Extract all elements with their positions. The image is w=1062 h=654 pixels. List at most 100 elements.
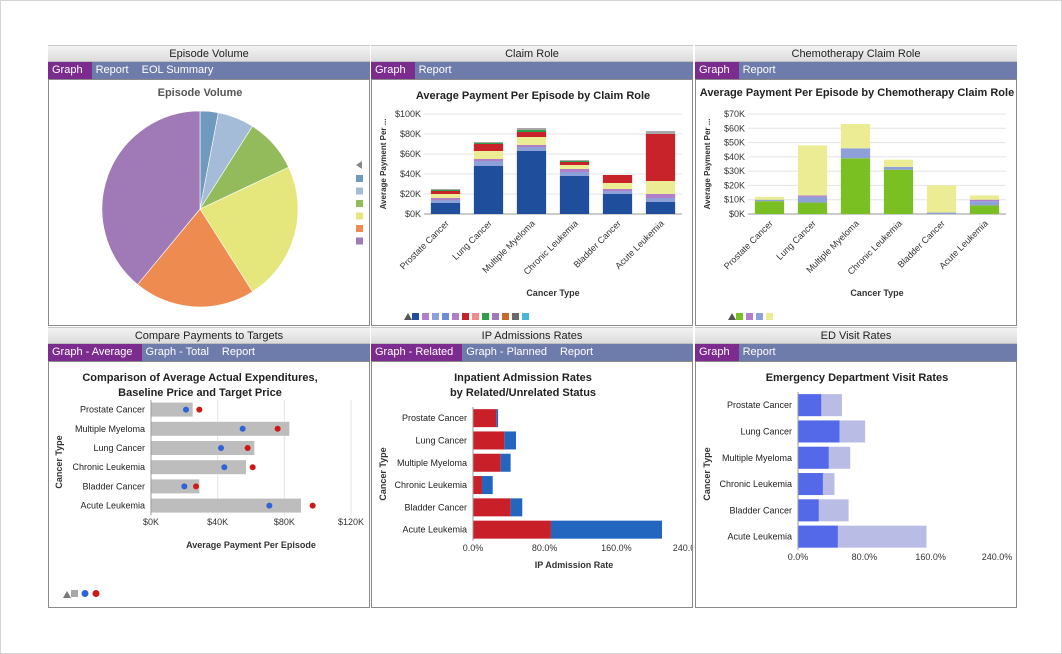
tab-report[interactable]: Report [221,346,255,358]
baseline-point [218,445,224,451]
legend-swatch [502,313,509,320]
legend-swatch [356,225,363,232]
bar-segment [969,201,1000,206]
y-tick-label: Prostate Cancer [402,413,467,423]
bar-segment [840,124,871,149]
y-tick-label: $30K [724,166,745,176]
bar-segment [516,137,547,145]
pie-slice [199,166,299,293]
bar-segment [516,130,547,132]
chart-area: Average Payment Per Episode by Chemother… [695,79,1017,326]
chemo-claim-role-panel: Chemotherapy Claim Role Graph Report Aver… [695,45,1017,327]
y-axis-label: Average Payment Per ... [703,119,712,210]
target-point [244,445,251,451]
y-tick-label: $10K [724,195,745,205]
bar-segment [473,453,501,472]
panel-header: Chemotherapy Claim Role [695,45,1017,62]
tab-report[interactable]: Report [95,64,129,76]
pie-chart: Episode Volume [101,87,363,308]
legend-swatch [746,313,753,320]
tab-report[interactable]: Report [559,346,594,358]
y-tick-label: $80K [400,129,421,139]
x-axis-label: Average Payment Per Episode [186,540,316,550]
tab-graph[interactable]: Graph [695,344,739,361]
bar-segment [516,145,547,147]
y-tick-label: Multiple Myeloma [722,453,792,463]
tab-graph-average[interactable]: Graph - Average [48,344,142,361]
legend-swatch [412,313,419,320]
y-tick-label: Chronic Leukemia [72,462,145,472]
bar-segment [496,409,499,428]
bar-segment [430,191,461,194]
chart-title: Average Payment Per Episode by Chemother… [700,87,1014,99]
tab-graph[interactable]: Graph [48,62,92,79]
x-tick-label: Lung Cancer [774,218,818,262]
y-tick-label: $40K [400,169,421,179]
bar-segment [516,128,547,130]
x-tick-label: 160.0% [601,543,632,553]
hbar-chart: Emergency Department Visit Rates 0.0% 80.0… [702,372,1012,562]
bar-segment [926,185,957,213]
tab-graph-total[interactable]: Graph - Total [145,346,209,358]
bar-segment [883,159,914,167]
tab-eol-summary[interactable]: EOL Summary [141,64,214,76]
chart-title: Comparison of Average Actual Expenditure… [82,372,317,384]
y-tick-label: $60K [724,123,745,133]
bar-segment [754,199,785,202]
panel-tabs: Graph - Average Graph - Total Report [48,344,370,361]
bar-segment [473,151,504,159]
legend-arrow-icon [728,313,736,320]
bar-segment [602,189,633,191]
tab-graph[interactable]: Graph [371,62,415,79]
legend-swatch [766,313,773,320]
panel-tabs: Graph Report [695,62,1017,79]
bar-segment [473,142,504,143]
y-tick-label: $20K [724,180,745,190]
y-tick-label: $60K [400,149,421,159]
tab-report[interactable]: Report [742,64,776,76]
tab-report[interactable]: Report [418,64,452,76]
bar [151,421,290,436]
bar-segment [550,520,663,539]
x-tick-label: $40K [207,517,228,527]
baseline-point [239,425,246,432]
target-point [309,502,316,509]
y-tick-label: Chronic Leukemia [394,480,467,490]
y-tick-label: Bladder Cancer [404,502,467,512]
panel-header: Episode Volume [48,45,370,62]
tab-graph-related[interactable]: Graph - Related [371,344,463,361]
tab-graph-planned[interactable]: Graph - Planned [466,346,547,358]
bar-segment [883,166,914,170]
stacked-bar-chart: Average Payment Per Episode by Chemother… [700,87,1014,320]
x-tick-label: $80K [274,517,295,527]
bar-segment [481,476,493,495]
bar-segment [602,175,633,183]
legend-swatch [756,313,763,320]
legend-arrow-icon [63,591,71,598]
bar-segment [797,195,828,197]
ip-admissions-panel: IP Admissions Rates Graph - Related Graph… [371,327,693,609]
x-tick-label: 80.0% [852,552,878,562]
y-tick-label: Acute Leukemia [402,525,467,535]
bar-segment [430,200,461,203]
chart-title: by Related/Unrelated Status [450,387,596,399]
chart-title: Baseline Price and Target Price [118,387,282,399]
pie-slice [101,110,201,285]
hbar-chart: Inpatient Admission Rates by Related/Unre… [378,372,692,570]
bar-segment [969,195,1000,200]
bar [798,499,819,522]
bar-segment [510,498,523,517]
tab-report[interactable]: Report [742,346,776,358]
chart-title: Average Payment Per Episode by Claim Rol… [416,90,650,102]
bar-segment [840,148,871,159]
bar-segment [559,161,590,162]
bar-segment [430,190,461,191]
legend-swatch [71,590,78,597]
bar [798,525,838,548]
legend-swatch [512,313,519,320]
tab-graph[interactable]: Graph [695,62,739,79]
y-tick-label: Multiple Myeloma [75,424,145,434]
bar-segment [969,205,1000,214]
x-axis-label: Cancer Type [850,288,903,298]
panel-header: IP Admissions Rates [371,327,693,344]
